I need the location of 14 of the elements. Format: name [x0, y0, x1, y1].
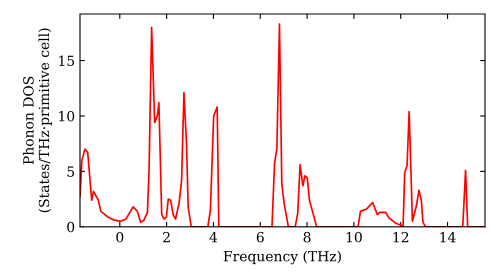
- y-axis-title: Phonon DOS (States/THz·primitive cell): [22, 28, 52, 212]
- x-tick-label: 8: [304, 232, 311, 242]
- y-tick-label: 15: [59, 56, 74, 66]
- y-tick-label: 10: [59, 110, 74, 122]
- x-tick-label: 4: [209, 232, 218, 242]
- x-tick-label: 0: [116, 232, 124, 242]
- y-tick-label: 0: [67, 222, 74, 232]
- x-tick-label: 2: [163, 232, 170, 242]
- x-axis-title: Frequency (THz): [224, 250, 341, 264]
- x-tick-label: 10: [346, 232, 362, 242]
- x-tick-label: 6: [256, 232, 264, 242]
- x-tick-label: 14: [440, 232, 456, 242]
- y-tick-label: 5: [67, 166, 74, 177]
- x-tick-label: 12: [394, 232, 408, 242]
